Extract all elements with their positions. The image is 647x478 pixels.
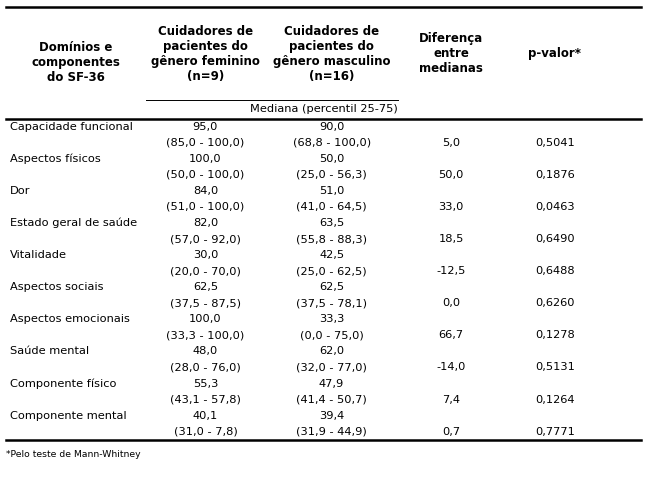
- Text: 0,6490: 0,6490: [535, 234, 575, 244]
- Text: 100,0: 100,0: [189, 315, 222, 324]
- Text: 40,1: 40,1: [193, 411, 218, 421]
- Text: Cuidadores de
pacientes do
gênero feminino
(n=9): Cuidadores de pacientes do gênero femini…: [151, 25, 260, 83]
- Text: Vitalidade: Vitalidade: [10, 250, 67, 260]
- Text: (0,0 - 75,0): (0,0 - 75,0): [300, 330, 364, 340]
- Text: Capacidade funcional: Capacidade funcional: [10, 121, 133, 131]
- Text: 63,5: 63,5: [319, 218, 344, 228]
- Text: Aspectos físicos: Aspectos físicos: [10, 153, 101, 164]
- Text: (31,9 - 44,9): (31,9 - 44,9): [296, 427, 367, 437]
- Text: (32,0 - 77,0): (32,0 - 77,0): [296, 362, 367, 372]
- Text: (25,0 - 56,3): (25,0 - 56,3): [296, 170, 367, 180]
- Text: 18,5: 18,5: [439, 234, 464, 244]
- Text: 90,0: 90,0: [319, 121, 344, 131]
- Text: Aspectos emocionais: Aspectos emocionais: [10, 315, 130, 324]
- Text: -14,0: -14,0: [437, 362, 466, 372]
- Text: 84,0: 84,0: [193, 186, 218, 196]
- Text: Aspectos sociais: Aspectos sociais: [10, 282, 104, 292]
- Text: 0,5041: 0,5041: [535, 138, 575, 148]
- Text: 51,0: 51,0: [319, 186, 344, 196]
- Text: Saúde mental: Saúde mental: [10, 347, 89, 357]
- Text: 42,5: 42,5: [319, 250, 344, 260]
- Text: 0,1876: 0,1876: [535, 170, 575, 180]
- Text: (25,0 - 62,5): (25,0 - 62,5): [296, 266, 367, 276]
- Text: 100,0: 100,0: [189, 154, 222, 163]
- Text: Domínios e
componentes
do SF-36: Domínios e componentes do SF-36: [32, 42, 120, 84]
- Text: Estado geral de saúde: Estado geral de saúde: [10, 217, 137, 228]
- Text: (20,0 - 70,0): (20,0 - 70,0): [170, 266, 241, 276]
- Text: 82,0: 82,0: [193, 218, 218, 228]
- Text: *Pelo teste de Mann-Whitney: *Pelo teste de Mann-Whitney: [6, 450, 141, 458]
- Text: 0,7: 0,7: [442, 427, 461, 437]
- Text: 0,6488: 0,6488: [535, 266, 575, 276]
- Text: (37,5 - 78,1): (37,5 - 78,1): [296, 298, 367, 308]
- Text: 66,7: 66,7: [439, 330, 464, 340]
- Text: Mediana (percentil 25-75): Mediana (percentil 25-75): [250, 105, 397, 114]
- Text: 47,9: 47,9: [319, 379, 344, 389]
- Text: p-valor*: p-valor*: [529, 47, 581, 60]
- Text: 30,0: 30,0: [193, 250, 218, 260]
- Text: 50,0: 50,0: [439, 170, 464, 180]
- Text: (28,0 - 76,0): (28,0 - 76,0): [170, 362, 241, 372]
- Text: 55,3: 55,3: [193, 379, 218, 389]
- Text: 0,0: 0,0: [442, 298, 461, 308]
- Text: 0,6260: 0,6260: [535, 298, 575, 308]
- Text: 39,4: 39,4: [319, 411, 344, 421]
- Text: (43,1 - 57,8): (43,1 - 57,8): [170, 395, 241, 404]
- Text: Dor: Dor: [10, 186, 31, 196]
- Text: 33,3: 33,3: [319, 315, 344, 324]
- Text: Componente físico: Componente físico: [10, 378, 117, 389]
- Text: (55,8 - 88,3): (55,8 - 88,3): [296, 234, 367, 244]
- Text: 0,0463: 0,0463: [535, 202, 575, 212]
- Text: (41,4 - 50,7): (41,4 - 50,7): [296, 395, 367, 404]
- Text: (33,3 - 100,0): (33,3 - 100,0): [166, 330, 245, 340]
- Text: (41,0 - 64,5): (41,0 - 64,5): [296, 202, 367, 212]
- Text: 62,5: 62,5: [319, 282, 344, 292]
- Text: (51,0 - 100,0): (51,0 - 100,0): [166, 202, 245, 212]
- Text: (37,5 - 87,5): (37,5 - 87,5): [170, 298, 241, 308]
- Text: Diferença
entre
medianas: Diferença entre medianas: [419, 33, 483, 75]
- Text: 0,7771: 0,7771: [535, 427, 575, 437]
- Text: 33,0: 33,0: [439, 202, 464, 212]
- Text: 62,5: 62,5: [193, 282, 218, 292]
- Text: (85,0 - 100,0): (85,0 - 100,0): [166, 138, 245, 148]
- Text: 48,0: 48,0: [193, 347, 218, 357]
- Text: 0,1264: 0,1264: [535, 395, 575, 404]
- Text: 50,0: 50,0: [319, 154, 344, 163]
- Text: 62,0: 62,0: [319, 347, 344, 357]
- Text: (31,0 - 7,8): (31,0 - 7,8): [173, 427, 237, 437]
- Text: Componente mental: Componente mental: [10, 411, 127, 421]
- Text: 0,5131: 0,5131: [535, 362, 575, 372]
- Text: 5,0: 5,0: [442, 138, 461, 148]
- Text: (50,0 - 100,0): (50,0 - 100,0): [166, 170, 245, 180]
- Text: 7,4: 7,4: [443, 395, 460, 404]
- Text: -12,5: -12,5: [437, 266, 466, 276]
- Text: 95,0: 95,0: [193, 121, 218, 131]
- Text: Cuidadores de
pacientes do
gênero masculino
(n=16): Cuidadores de pacientes do gênero mascul…: [273, 25, 390, 83]
- Text: (57,0 - 92,0): (57,0 - 92,0): [170, 234, 241, 244]
- Text: 0,1278: 0,1278: [535, 330, 575, 340]
- Text: (68,8 - 100,0): (68,8 - 100,0): [292, 138, 371, 148]
